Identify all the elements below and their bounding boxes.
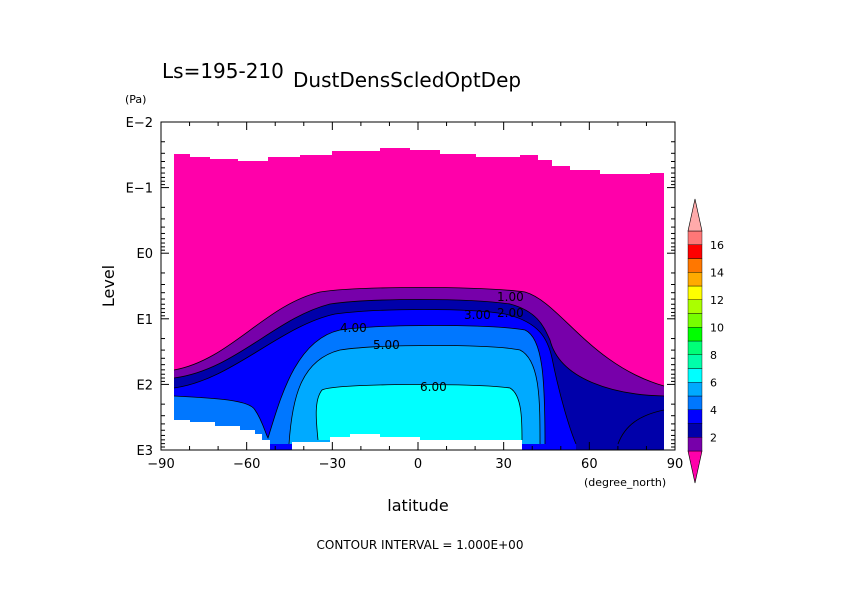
colorbar-swatch (687, 258, 703, 273)
x-tick-label: −90 (147, 457, 174, 472)
colorbar-swatch (687, 437, 703, 452)
y-axis: E−2 E−1 E0 E1 E2 E3 (126, 116, 675, 459)
contour-label-5: 5.00 (373, 338, 400, 352)
colorbar-label: 6 (710, 376, 717, 389)
colorbar: 2 4 6 8 10 12 14 16 (687, 198, 724, 484)
colorbar-label: 14 (710, 266, 724, 279)
colorbar-under-arrow (687, 450, 703, 484)
y-tick-label: E−1 (126, 182, 153, 197)
region-level-6-7 (316, 384, 522, 440)
colorbar-label: 10 (710, 321, 724, 334)
colorbar-swatch (687, 272, 703, 287)
colorbar-swatch (687, 244, 703, 259)
colorbar-swatch (687, 313, 703, 328)
x-tick-label: −30 (319, 457, 346, 472)
colorbar-swatch (687, 230, 703, 245)
x-tick-label: 60 (581, 457, 598, 472)
chart-title: DustDensScledOptDep (293, 68, 521, 92)
colorbar-label: 2 (710, 431, 717, 444)
x-axis-label: latitude (387, 496, 448, 515)
colorbar-swatch (687, 423, 703, 438)
contour-label-4: 4.00 (340, 321, 367, 335)
contour-label-1: 1.00 (497, 290, 524, 304)
colorbar-swatch (687, 395, 703, 410)
x-tick-label: −60 (233, 457, 260, 472)
y-tick-label: E2 (137, 378, 154, 393)
colorbar-swatch (687, 340, 703, 355)
contour-label-3: 3.00 (464, 308, 491, 322)
colorbar-swatch (687, 409, 703, 424)
colorbar-over-arrow (687, 198, 703, 232)
colorbar-swatch (687, 327, 703, 342)
plot-area: 1.00 2.00 3.00 4.00 5.00 6.00 (160, 121, 676, 451)
y-tick-label: E−2 (126, 116, 153, 131)
y-axis-label: Level (99, 265, 118, 307)
x-unit-label: (degree_north) (584, 476, 666, 489)
contour-label-2: 2.00 (497, 306, 524, 320)
x-axis: −90 −60 −30 0 30 60 90 (147, 122, 683, 472)
colorbar-label: 16 (710, 239, 724, 252)
colorbar-swatch (687, 354, 703, 369)
x-tick-label: 0 (414, 457, 422, 472)
colorbar-swatch (687, 382, 703, 397)
colorbar-swatch (687, 368, 703, 383)
contour-lines (173, 287, 665, 445)
colorbar-swatch (687, 285, 703, 300)
colorbar-label: 8 (710, 349, 717, 362)
chart-subtitle: Ls=195-210 (162, 59, 284, 83)
y-tick-label: E0 (137, 247, 154, 262)
missing-data-bottom (174, 420, 270, 450)
contour-interval: CONTOUR INTERVAL = 1.000E+00 (317, 538, 524, 552)
x-tick-label: 30 (495, 457, 512, 472)
colorbar-label: 4 (710, 404, 717, 417)
y-unit-label: (Pa) (125, 93, 146, 106)
x-tick-label: 90 (667, 457, 684, 472)
colorbar-label: 12 (710, 294, 724, 307)
missing-data-bottom-2 (292, 434, 522, 450)
y-tick-label: E3 (137, 444, 154, 459)
y-tick-label: E1 (137, 313, 154, 328)
colorbar-swatch (687, 299, 703, 314)
contour-label-6: 6.00 (420, 380, 447, 394)
